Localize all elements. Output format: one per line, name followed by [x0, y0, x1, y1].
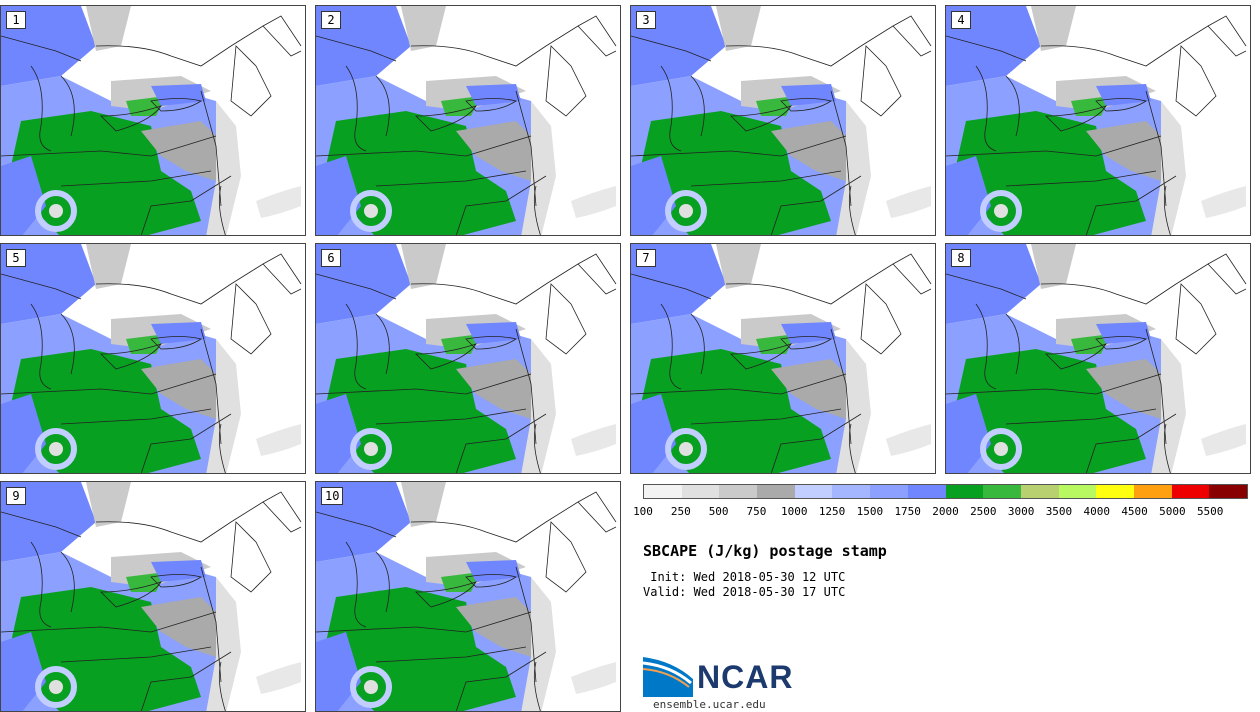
member-label: 7	[636, 249, 656, 267]
colorbar-tick-label: 1500	[856, 505, 884, 518]
colorbar-tick-label: 2500	[970, 505, 997, 518]
member-panel[interactable]: 7	[630, 243, 936, 474]
ncar-logo[interactable]: NCAR	[643, 655, 793, 699]
member-map	[631, 6, 932, 235]
colorbar-swatch	[1096, 485, 1134, 498]
member-panel[interactable]: 3	[630, 5, 936, 236]
colorbar-tick-label: 5500	[1196, 505, 1224, 518]
colorbar-tick-label: 1000	[781, 505, 808, 518]
colorbar-swatch	[757, 485, 795, 498]
member-map	[316, 6, 617, 235]
colorbar-swatch	[1058, 485, 1097, 498]
colorbar-swatch	[794, 485, 833, 498]
colorbar-swatch	[983, 485, 1021, 498]
colorbar	[643, 484, 1248, 499]
member-panel[interactable]: 2	[315, 5, 621, 236]
member-panel[interactable]: 1	[0, 5, 306, 236]
member-label: 3	[636, 11, 656, 29]
member-label: 10	[321, 487, 344, 505]
ncar-logo-icon	[643, 657, 693, 697]
colorbar-swatch	[1020, 485, 1059, 498]
member-label: 8	[951, 249, 971, 267]
member-panel[interactable]: 5	[0, 243, 306, 474]
member-label: 4	[951, 11, 971, 29]
colorbar-swatch	[1209, 485, 1247, 498]
member-label: 6	[321, 249, 341, 267]
colorbar-tick-label: 2000	[932, 505, 959, 518]
member-label: 9	[6, 487, 26, 505]
colorbar-tick-label: 4500	[1121, 505, 1148, 518]
valid-time: Valid: Wed 2018-05-30 17 UTC	[643, 585, 846, 599]
member-map	[316, 482, 617, 711]
member-map	[1, 482, 302, 711]
member-map	[316, 244, 617, 473]
colorbar-swatch	[644, 485, 682, 498]
member-panel[interactable]: 6	[315, 243, 621, 474]
colorbar-swatch	[1171, 485, 1210, 498]
colorbar-swatch	[1133, 485, 1172, 498]
member-label: 1	[6, 11, 26, 29]
member-panel[interactable]: 9	[0, 481, 306, 712]
member-panel[interactable]: 10	[315, 481, 621, 712]
member-map	[1, 244, 302, 473]
colorbar-tick-label: 5000	[1159, 505, 1186, 518]
member-map	[946, 6, 1247, 235]
colorbar-swatch	[870, 485, 908, 498]
colorbar-swatch	[719, 485, 758, 498]
member-panel[interactable]: 8	[945, 243, 1251, 474]
member-label: 5	[6, 249, 26, 267]
colorbar-tick-label: 1250	[818, 505, 846, 518]
member-panel[interactable]: 4	[945, 5, 1251, 236]
colorbar-swatch	[832, 485, 871, 498]
ncar-logo-text: NCAR	[697, 659, 794, 695]
plot-title: SBCAPE (J/kg) postage stamp	[643, 542, 887, 560]
colorbar-tick-label: 3000	[1007, 505, 1035, 518]
colorbar-tick-label: 4000	[1083, 505, 1111, 518]
colorbar-tick-label: 250	[670, 505, 691, 518]
logo-url[interactable]: ensemble.ucar.edu	[653, 698, 766, 711]
colorbar-tick-label: 750	[746, 505, 767, 518]
colorbar-tick-label: 100	[633, 505, 653, 518]
init-time: Init: Wed 2018-05-30 12 UTC	[643, 570, 846, 584]
colorbar-swatch	[907, 485, 946, 498]
colorbar-tick-label: 1750	[894, 505, 921, 518]
member-map	[1, 6, 302, 235]
colorbar-swatch	[681, 485, 720, 498]
colorbar-tick-label: 3500	[1045, 505, 1073, 518]
colorbar-tick-label: 500	[708, 505, 729, 518]
colorbar-swatch	[945, 485, 984, 498]
member-map	[946, 244, 1247, 473]
member-map	[631, 244, 932, 473]
member-label: 2	[321, 11, 341, 29]
